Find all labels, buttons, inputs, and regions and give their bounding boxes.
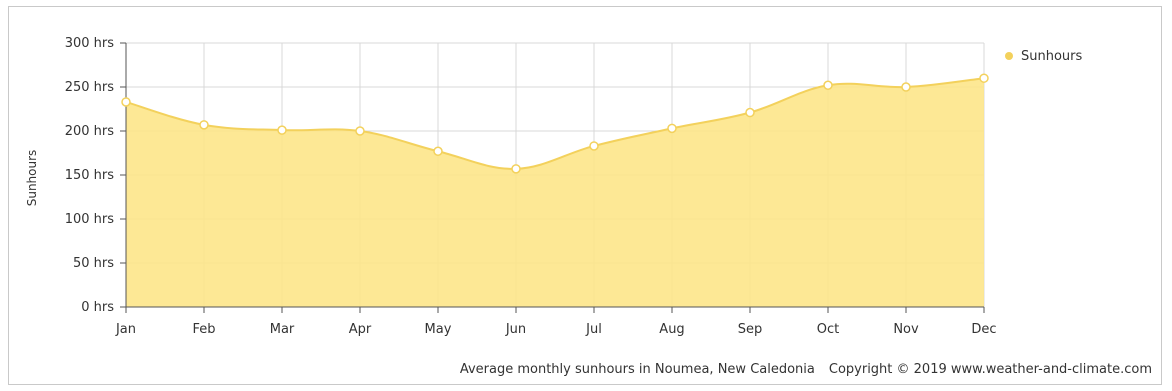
caption-description: Average monthly sunhours in Noumea, New … [459,362,815,377]
data-point-dec[interactable] [979,73,989,83]
x-tick-label: Aug [659,322,684,337]
data-point-mar[interactable] [277,125,287,135]
x-tick-label: Sep [738,322,763,337]
data-point-apr[interactable] [355,126,365,136]
y-tick-label: 300 hrs [65,36,115,51]
data-point-nov[interactable] [901,82,911,92]
chart-caption: Average monthly sunhours in Noumea, New … [0,362,1152,377]
axes [120,42,985,313]
y-tick-label: 200 hrs [65,124,115,139]
y-tick-label: 100 hrs [65,212,115,227]
series-area-sunhours [126,78,984,307]
legend-label-sunhours[interactable]: Sunhours [1021,49,1083,64]
x-tick-label: Oct [817,322,839,337]
y-tick-label: 50 hrs [73,256,114,271]
data-point-jun[interactable] [511,164,521,174]
y-axis-title: Sunhours [25,150,39,207]
y-tick-label: 150 hrs [65,168,115,183]
x-tick-label: Jul [585,322,602,337]
legend-marker-sunhours [1005,52,1013,60]
x-tick-labels: Jan Feb Mar Apr May Jun Jul Aug Sep Oct Nov Dec [115,322,997,337]
x-tick-label: Jan [115,322,136,337]
y-tick-label: 0 hrs [81,300,114,315]
data-point-feb[interactable] [199,120,209,130]
data-point-jul[interactable] [589,141,599,151]
data-point-jan[interactable] [121,97,131,107]
x-tick-label: Dec [971,322,996,337]
x-tick-label: Apr [349,322,372,337]
y-tick-label: 250 hrs [65,80,115,95]
data-markers [121,73,989,174]
x-tick-label: Nov [893,322,919,337]
data-point-aug[interactable] [667,123,677,134]
legend[interactable]: Sunhours [1005,49,1083,64]
caption-copyright: Copyright © 2019 www.weather-and-climate… [828,362,1152,377]
x-tick-label: Feb [192,322,215,337]
data-point-may[interactable] [433,146,443,156]
y-tick-labels: 0 hrs 50 hrs 100 hrs 150 hrs 200 hrs 250 hrs 3… [65,36,115,315]
data-point-oct[interactable] [823,80,833,90]
x-tick-label: May [425,322,452,337]
data-point-sep[interactable] [745,107,755,118]
x-tick-label: Mar [270,322,295,337]
x-tick-label: Jun [505,322,526,337]
